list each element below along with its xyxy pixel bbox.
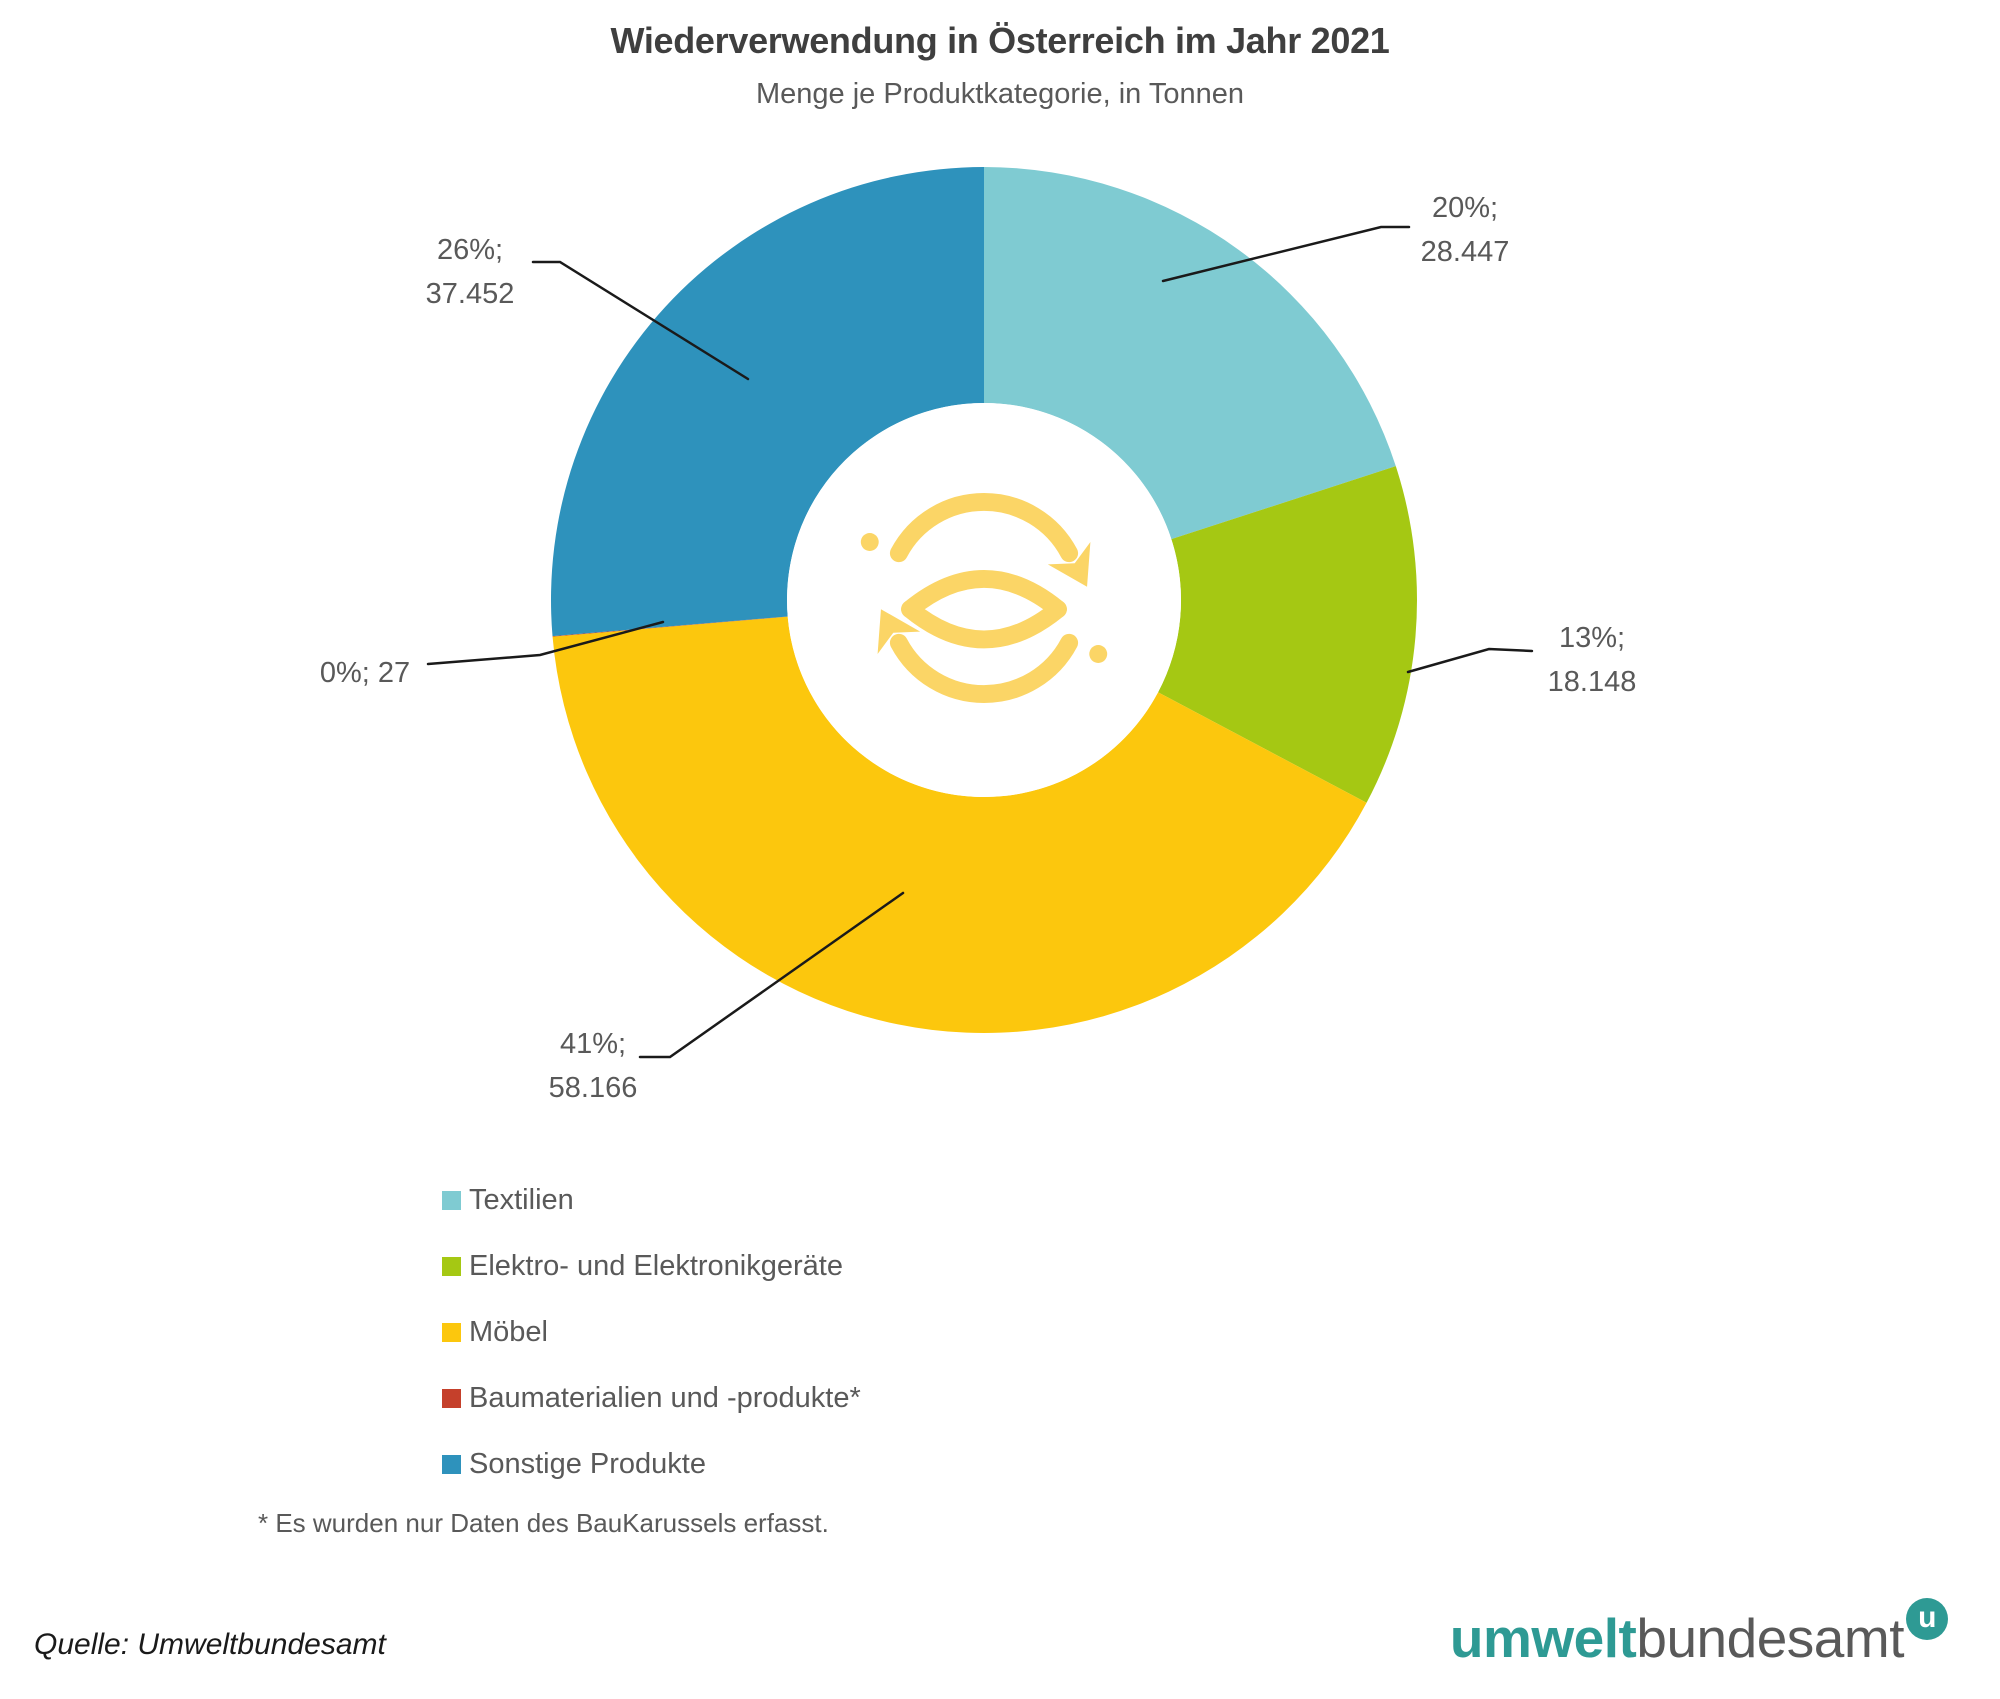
legend-item-sonstige: Sonstige Produkte	[442, 1448, 861, 1481]
page-subtitle: Menge je Produktkategorie, in Tonnen	[756, 78, 1244, 110]
legend-label: Elektro- und Elektronikgeräte	[469, 1250, 843, 1282]
legend-item-elektro: Elektro- und Elektronikgeräte	[442, 1250, 861, 1283]
legend-swatch-icon	[442, 1455, 461, 1474]
callout-elektro: 13%; 18.148	[1548, 616, 1637, 704]
legend-swatch-icon	[442, 1191, 461, 1210]
reuse-arrows-icon	[860, 493, 1108, 703]
legend-swatch-icon	[442, 1389, 461, 1408]
source-credit: Quelle: Umweltbundesamt	[34, 1628, 386, 1661]
leader-textilien	[1161, 225, 1411, 283]
footnote: * Es wurden nur Daten des BauKarussels e…	[258, 1508, 829, 1538]
pie-slice-textilien	[984, 167, 1396, 540]
pie-slice-m-bel	[552, 616, 1367, 1034]
logo-u-badge-icon: u	[1906, 1598, 1948, 1640]
leader-moebel	[638, 891, 905, 1059]
legend-label: Sonstige Produkte	[469, 1448, 706, 1480]
legend-label: Baumaterialien und -produkte*	[469, 1382, 861, 1414]
callout-percent: 0%; 27	[319, 657, 411, 689]
callout-textilien: 20%; 28.447	[1421, 186, 1510, 274]
logo-part2: bundesamt	[1636, 1607, 1904, 1669]
pie-slice-sonstige-produkte	[550, 167, 984, 637]
callout-value: 18.148	[1547, 666, 1637, 698]
pie-slice-baumaterialien-und-produkte-	[552, 616, 788, 637]
callout-baumaterialien: 0%; 27	[320, 651, 410, 695]
donut-hole	[787, 403, 1181, 797]
callout-percent: 13%;	[1558, 622, 1626, 654]
callout-percent: 26%;	[436, 234, 504, 266]
leader-lines	[426, 225, 1534, 1059]
callout-sonstige: 26%; 37.452	[426, 228, 515, 316]
logo-part1: umwelt	[1449, 1607, 1637, 1669]
legend-item-baumaterialien: Baumaterialien und -produkte*	[442, 1382, 861, 1415]
legend-label: Möbel	[469, 1316, 548, 1348]
leader-baumaterialien	[426, 620, 665, 666]
legend-label: Textilien	[469, 1184, 574, 1216]
umweltbundesamt-logo: umweltbundesamt u	[1450, 1598, 1948, 1670]
leader-sonstige	[531, 260, 750, 381]
callout-value: 58.166	[548, 1072, 638, 1104]
legend-swatch-icon	[442, 1323, 461, 1342]
chart-legend: Textilien Elektro- und Elektronikgeräte …	[442, 1184, 861, 1481]
donut-slices	[550, 167, 1417, 1034]
page-title: Wiederverwendung in Österreich im Jahr 2…	[610, 20, 1390, 61]
callout-value: 28.447	[1420, 236, 1510, 268]
callout-percent: 20%;	[1431, 192, 1499, 224]
legend-swatch-icon	[442, 1257, 461, 1276]
pie-slice-elektro-und-elektronikger-te	[1158, 466, 1417, 803]
callout-value: 37.452	[425, 278, 515, 310]
leader-elektro	[1406, 647, 1534, 674]
callout-moebel: 41%; 58.166	[549, 1022, 638, 1110]
callout-percent: 41%;	[559, 1028, 627, 1060]
legend-item-moebel: Möbel	[442, 1316, 861, 1349]
legend-item-textilien: Textilien	[442, 1184, 861, 1217]
